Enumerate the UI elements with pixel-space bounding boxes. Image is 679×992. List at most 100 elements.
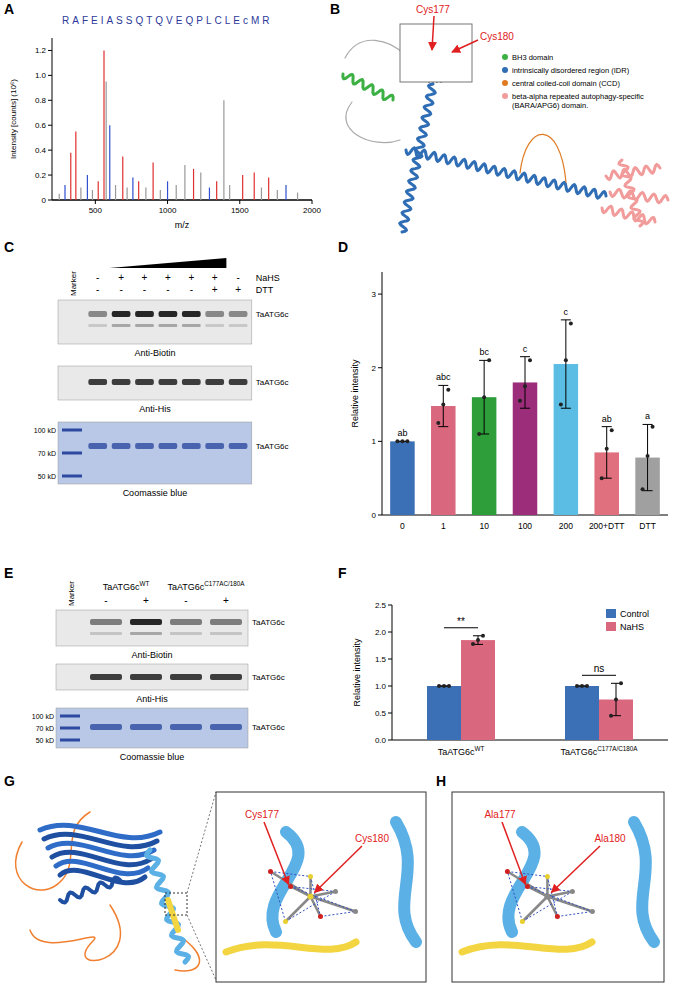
y-tick [48, 100, 52, 101]
y-tick [378, 294, 382, 295]
residue-label: Cys177 [416, 4, 450, 15]
y-axis-title: Intensity [counts] (10⁶) [9, 79, 18, 159]
peak [59, 194, 60, 200]
sig-label: ns [594, 663, 605, 674]
residue-label: Cys177 [245, 809, 279, 820]
bond [507, 872, 547, 897]
blot [58, 300, 252, 344]
band-faint [88, 324, 107, 327]
atom [555, 914, 560, 919]
label-base: TaATG6c [560, 747, 597, 757]
gradient-triangle [109, 258, 226, 268]
band [210, 724, 242, 730]
atom [353, 909, 358, 914]
error-bar [611, 683, 621, 715]
error-cap [438, 426, 448, 427]
ribbon [634, 822, 654, 942]
peak [145, 188, 146, 200]
blot [56, 664, 248, 690]
panel-letter: A [4, 1, 14, 17]
atom [333, 889, 338, 894]
sign: + [212, 272, 218, 283]
point [600, 476, 604, 480]
band [205, 443, 224, 449]
label: TaATG6cWT [103, 580, 150, 592]
atom [525, 884, 530, 889]
h-bond [286, 892, 336, 922]
y-tick-label: 2.5 [375, 601, 387, 610]
ribbon [346, 102, 400, 143]
point [605, 447, 609, 451]
y-tick-label: 1.0 [375, 682, 387, 691]
blot [58, 366, 252, 400]
residue-label: Ala180 [594, 833, 626, 844]
y-axis [392, 605, 393, 740]
band-label: TaATG6c [252, 723, 285, 732]
point [585, 684, 589, 688]
band-faint [159, 324, 178, 327]
peak [229, 185, 230, 200]
band [205, 379, 224, 385]
band-faint [112, 324, 131, 327]
band [112, 379, 131, 385]
point [528, 358, 532, 362]
peak [153, 163, 154, 200]
band [112, 443, 131, 449]
plot-area [390, 320, 660, 515]
x-tick [95, 200, 96, 204]
band [182, 311, 201, 317]
sign: - [143, 284, 146, 295]
size-label: 70 kD [38, 450, 56, 457]
plot-area [59, 50, 297, 200]
marker-label: Marker [67, 581, 76, 606]
band [88, 311, 107, 317]
peak [64, 185, 65, 200]
zoom-line [187, 792, 216, 893]
band [90, 724, 122, 730]
x-tick-label: 2000 [303, 206, 321, 215]
sign: - [96, 272, 99, 283]
error-cap [561, 408, 571, 409]
y-tick [48, 50, 52, 51]
blot-label: Anti-Biotin [134, 348, 175, 358]
band-faint [210, 632, 242, 635]
point [523, 384, 527, 388]
label-sup: WT [140, 580, 150, 587]
y-tick-label: 0.2 [35, 171, 47, 180]
ribbon [602, 206, 655, 224]
legend-label: central coiled-coil domain (CCD) [512, 79, 620, 88]
y-tick [48, 125, 52, 126]
sign: - [119, 284, 122, 295]
legend-line: beta-alpha repeated autophagy-specific [512, 92, 644, 101]
x-tick-label: 0 [400, 521, 405, 531]
point [641, 487, 645, 491]
x-tick-label: 1500 [231, 206, 249, 215]
label-base: TaATG6c [103, 582, 140, 592]
peak [75, 131, 76, 200]
band [159, 443, 178, 449]
y-tick-label: 0.5 [375, 709, 387, 718]
zoom-line [187, 915, 216, 980]
band [159, 311, 178, 317]
x-tick [239, 200, 240, 204]
panel-letter: E [4, 565, 13, 581]
band [170, 619, 202, 625]
y-axis [382, 272, 383, 515]
band [88, 443, 107, 449]
band-label: TaATG6c [256, 378, 289, 387]
y-tick-label: 0 [42, 196, 47, 205]
peak [106, 82, 107, 200]
peak [122, 156, 123, 200]
h-bond [271, 872, 311, 877]
label: TaATG6cWT [438, 745, 485, 757]
blot-label: Coomassie blue [120, 752, 185, 762]
sign: - [184, 595, 187, 606]
y-tick-label: 0.4 [35, 146, 47, 155]
sig-label: ** [457, 616, 465, 627]
point [614, 698, 618, 702]
legend-label: NaHS [620, 622, 644, 632]
point [651, 425, 655, 429]
peak [167, 181, 168, 200]
y-tick [378, 441, 382, 442]
error-bar [602, 427, 612, 479]
